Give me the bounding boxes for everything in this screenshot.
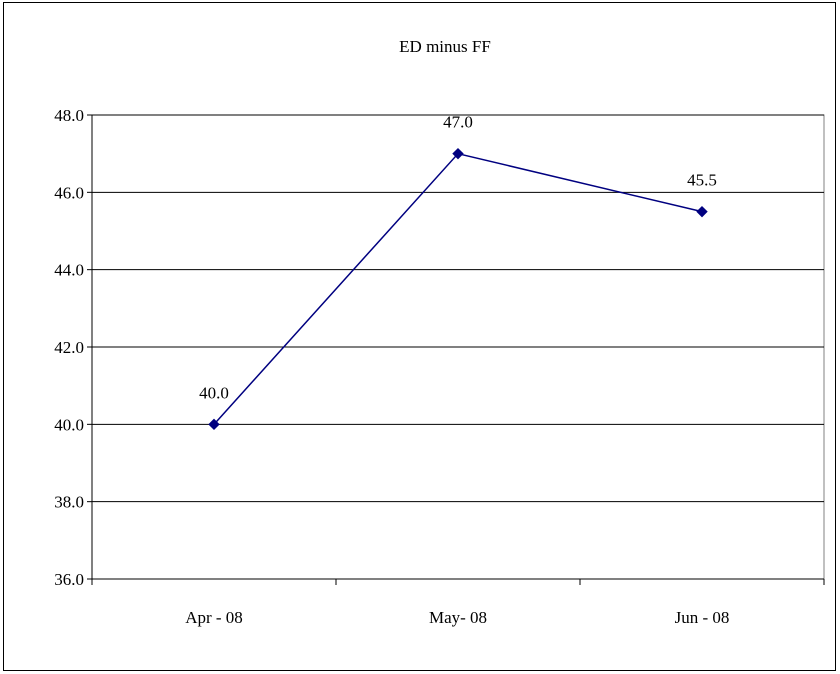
y-tick-label: 46.0 — [54, 183, 84, 202]
axes-layer: 36.0 38.0 40.0 42.0 44.0 46.0 48.0 Apr - 08 May-… — [54, 106, 825, 627]
data-point-marker — [208, 418, 220, 431]
x-tick-label: Jun - 08 — [675, 608, 730, 627]
data-point-marker — [452, 147, 464, 160]
chart-title: ED minus FF — [399, 37, 491, 56]
series-layer — [208, 147, 708, 431]
y-tick-label: 48.0 — [54, 106, 84, 125]
x-tick-label: Apr - 08 — [185, 608, 243, 627]
chart-frame — [3, 2, 836, 671]
x-tick-label: May- 08 — [429, 608, 487, 627]
data-label: 45.5 — [687, 171, 717, 190]
y-tick-label: 38.0 — [54, 493, 84, 512]
y-tick-label: 40.0 — [54, 415, 84, 434]
y-tick-label: 44.0 — [54, 261, 84, 280]
series-line — [213, 152, 703, 425]
y-tick-label: 36.0 — [54, 570, 84, 589]
data-label: 47.0 — [443, 113, 473, 132]
y-tick-label: 42.0 — [54, 338, 84, 357]
label-layer: 40.0 47.0 45.5 — [199, 113, 717, 403]
data-point-marker — [696, 205, 708, 218]
data-label: 40.0 — [199, 383, 229, 402]
